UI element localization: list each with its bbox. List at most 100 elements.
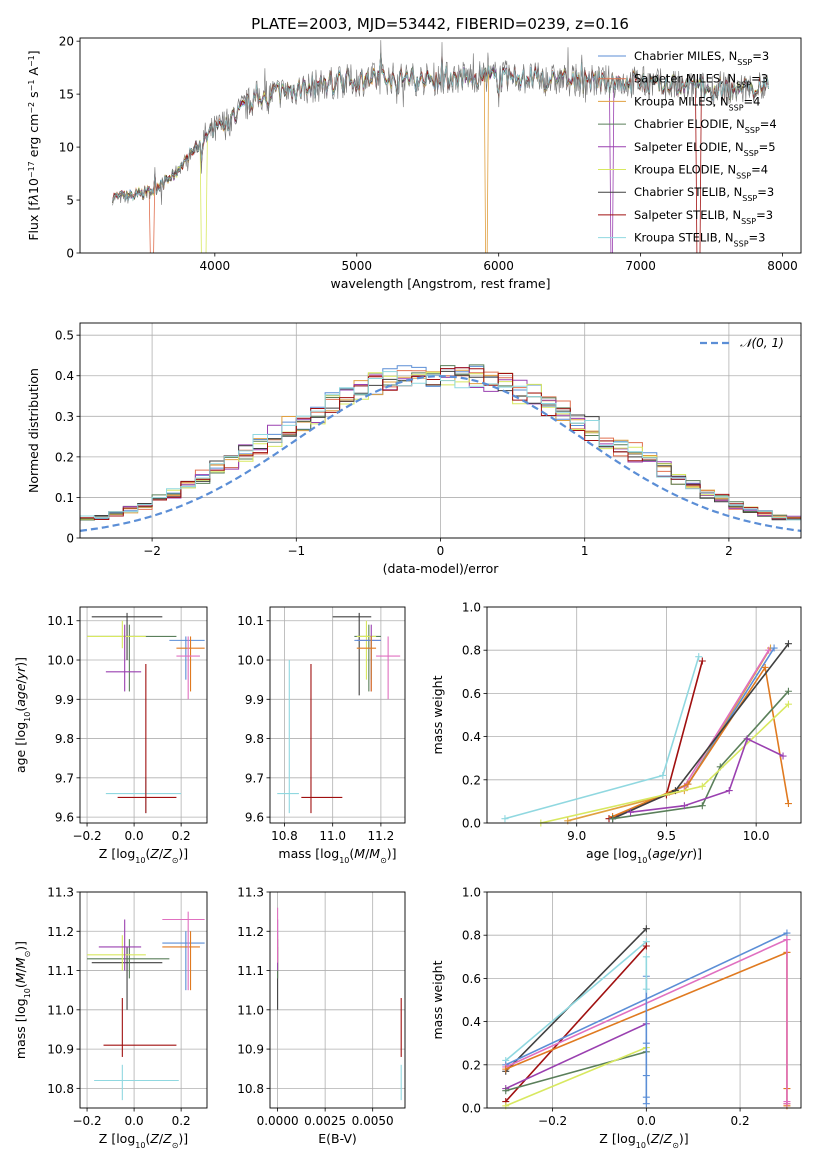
y-tick-label: 0.0: [462, 817, 481, 831]
mass-weight-line-cs: [505, 928, 647, 1072]
y-axis-label: mass [log10(M/M⊙)]: [13, 941, 32, 1059]
y-tick-label: 11.2: [47, 925, 74, 939]
x-tick-label: 0.2: [172, 1114, 191, 1128]
y-tick-label: 10.8: [47, 1082, 74, 1096]
y-tick-label: 0.4: [55, 369, 74, 383]
y-tick-label: 0.1: [55, 491, 74, 505]
y-tick-label: 0.0: [462, 1102, 481, 1116]
x-tick-label: 4000: [200, 259, 231, 273]
y-tick-label: 9.7: [55, 771, 74, 785]
x-tick-label: 9.5: [657, 829, 676, 843]
y-tick-label: 0.8: [462, 929, 481, 943]
y-tick-label: 0.6: [462, 972, 481, 986]
x-tick-label: 11.2: [368, 829, 395, 843]
y-tick-label: 9.9: [55, 693, 74, 707]
x-tick-label: 0.2: [731, 1114, 750, 1128]
x-tick-label: 7000: [625, 259, 656, 273]
x-tick-label: −0.2: [72, 829, 101, 843]
mass-weight-line-se: [505, 1023, 647, 1090]
x-tick-label: 0.0: [125, 1114, 144, 1128]
y-axis-label: mass weight: [430, 675, 445, 754]
x-axis-label: Z [log10(Z/Z⊙)]: [99, 1131, 188, 1150]
mass-weight-marker-ke: [698, 782, 706, 790]
y-tick-label: 1.0: [462, 601, 481, 615]
y-tick-label: 15: [59, 88, 74, 102]
y-tick-label: 1.0: [462, 886, 481, 900]
x-axis-label: (data-model)/error: [383, 561, 500, 576]
mass-weight-marker-orange: [684, 780, 692, 788]
spectrum-panel: 4000 5000 6000 7000 8000 0 5 10 15 20 wavelength […: [26, 35, 802, 291]
y-tick-label: 11.0: [237, 1003, 264, 1017]
x-tick-label: 5000: [341, 259, 372, 273]
y-tick-label: 9.7: [245, 771, 264, 785]
mass-weight-marker-ce: [784, 687, 792, 695]
y-tick-label: 11.1: [237, 964, 264, 978]
mass-weight-stack-marker-pink: [783, 936, 791, 944]
y-tick-label: 10: [59, 141, 74, 155]
y-tick-label: 0.2: [55, 450, 74, 464]
x-tick-label: −0.2: [538, 1114, 567, 1128]
axes-frame: [269, 606, 406, 824]
legend-label-ss: Salpeter STELIB, NSSP=3: [634, 208, 773, 226]
x-axis-label: mass [log10(M/M⊙)]: [278, 846, 396, 865]
y-tick-label: 11.3: [237, 886, 264, 900]
mass-weight-marker-ks: [501, 815, 509, 823]
mass-weight-marker-ke: [784, 700, 792, 708]
legend-label-ks: Kroupa STELIB, NSSP=3: [634, 231, 765, 249]
y-tick-label: 10.0: [47, 654, 74, 668]
mass-vs-metallicity-panel: −0.2 0.0 0.2 10.8 10.9 11.0 11.1 11.2 11.3 Z [log…: [13, 886, 208, 1150]
x-axis-label: E(B-V): [318, 1131, 357, 1146]
age-vs-mass-panel: 10.8 11.0 11.2 9.6 9.7 9.8 9.9 10.0 10.1 mass [lo…: [237, 606, 406, 865]
y-axis-label: Normed distribution: [26, 368, 41, 493]
axes-frame: [79, 322, 802, 539]
axes-frame: [486, 891, 802, 1109]
x-tick-label: 9.0: [567, 829, 586, 843]
legend-label-km: Kroupa MILES, NSSP=4: [634, 94, 760, 112]
x-axis-label: Z [log10(Z/Z⊙)]: [99, 846, 188, 865]
y-tick-label: 9.8: [245, 732, 264, 746]
normal-curve: [80, 375, 801, 532]
y-tick-label: 0.5: [55, 329, 74, 343]
mass-weight-marker-ss: [642, 942, 650, 950]
mass-weight-stack-marker-cm: [642, 1093, 650, 1101]
mass-weight-stack-marker-cm: [642, 1100, 650, 1108]
x-axis-label: wavelength [Angstrom, rest frame]: [330, 276, 550, 291]
mass-weight-stack-marker-ks: [642, 953, 650, 961]
axes-frame: [269, 891, 406, 1109]
mass-weight-stack-marker-cm: [642, 1039, 650, 1047]
y-tick-label: 10.1: [47, 614, 74, 628]
mass-weight-line-ce: [505, 1051, 647, 1092]
x-tick-label: 10.8: [271, 829, 298, 843]
axes-frame: [486, 606, 802, 824]
mass-weight-marker-se: [743, 735, 751, 743]
observed-spectrum: [112, 40, 769, 206]
mass-weight-marker-cs: [642, 925, 650, 933]
mass-weight-marker-orange: [502, 1065, 510, 1073]
mass-weight-line-km: [567, 647, 772, 822]
legend-label-sm: Salpeter MILES, NSSP=3: [634, 72, 768, 90]
y-tick-label: 0.4: [462, 1015, 481, 1029]
axes-frame: [79, 37, 802, 254]
mass-weight-stack-marker-ks: [642, 985, 650, 993]
x-tick-label: 6000: [483, 259, 514, 273]
x-tick-label: 0.0: [637, 1114, 656, 1128]
legend-label-normal: 𝒩(0, 1): [740, 336, 784, 350]
mass-weight-marker-se: [779, 752, 787, 760]
x-tick-label: 0.0: [125, 829, 144, 843]
legend-label-se: Salpeter ELODIE, NSSP=5: [634, 140, 776, 158]
y-tick-label: 0.2: [462, 773, 481, 787]
mass-weight-vs-metallicity-panel: −0.2 0.0 0.2 0.0 0.2 0.4 0.6 0.8 1.0 Z [log10(Z/Z…: [430, 886, 802, 1150]
mass-weight-line-ks: [505, 941, 647, 1062]
y-tick-label: 0.3: [55, 410, 74, 424]
histogram-ks: [80, 371, 801, 524]
residual-histogram-panel: −2 −1 0 1 2 0 0.1 0.2 0.3 0.4 0.5 (data-model)/erro…: [26, 322, 802, 576]
mass-weight-marker-cm: [770, 644, 778, 652]
y-tick-label: 0.8: [462, 644, 481, 658]
x-axis-label: Z [log10(Z/Z⊙)]: [599, 1131, 688, 1150]
mass-weight-marker-ks: [659, 771, 667, 779]
y-tick-label: 10.9: [237, 1043, 264, 1057]
legend-label-ke: Kroupa ELODIE, NSSP=4: [634, 163, 768, 181]
mass-weight-stack-marker-cm: [642, 1072, 650, 1080]
y-tick-label: 10.9: [47, 1043, 74, 1057]
x-tick-label: 2: [725, 544, 733, 558]
